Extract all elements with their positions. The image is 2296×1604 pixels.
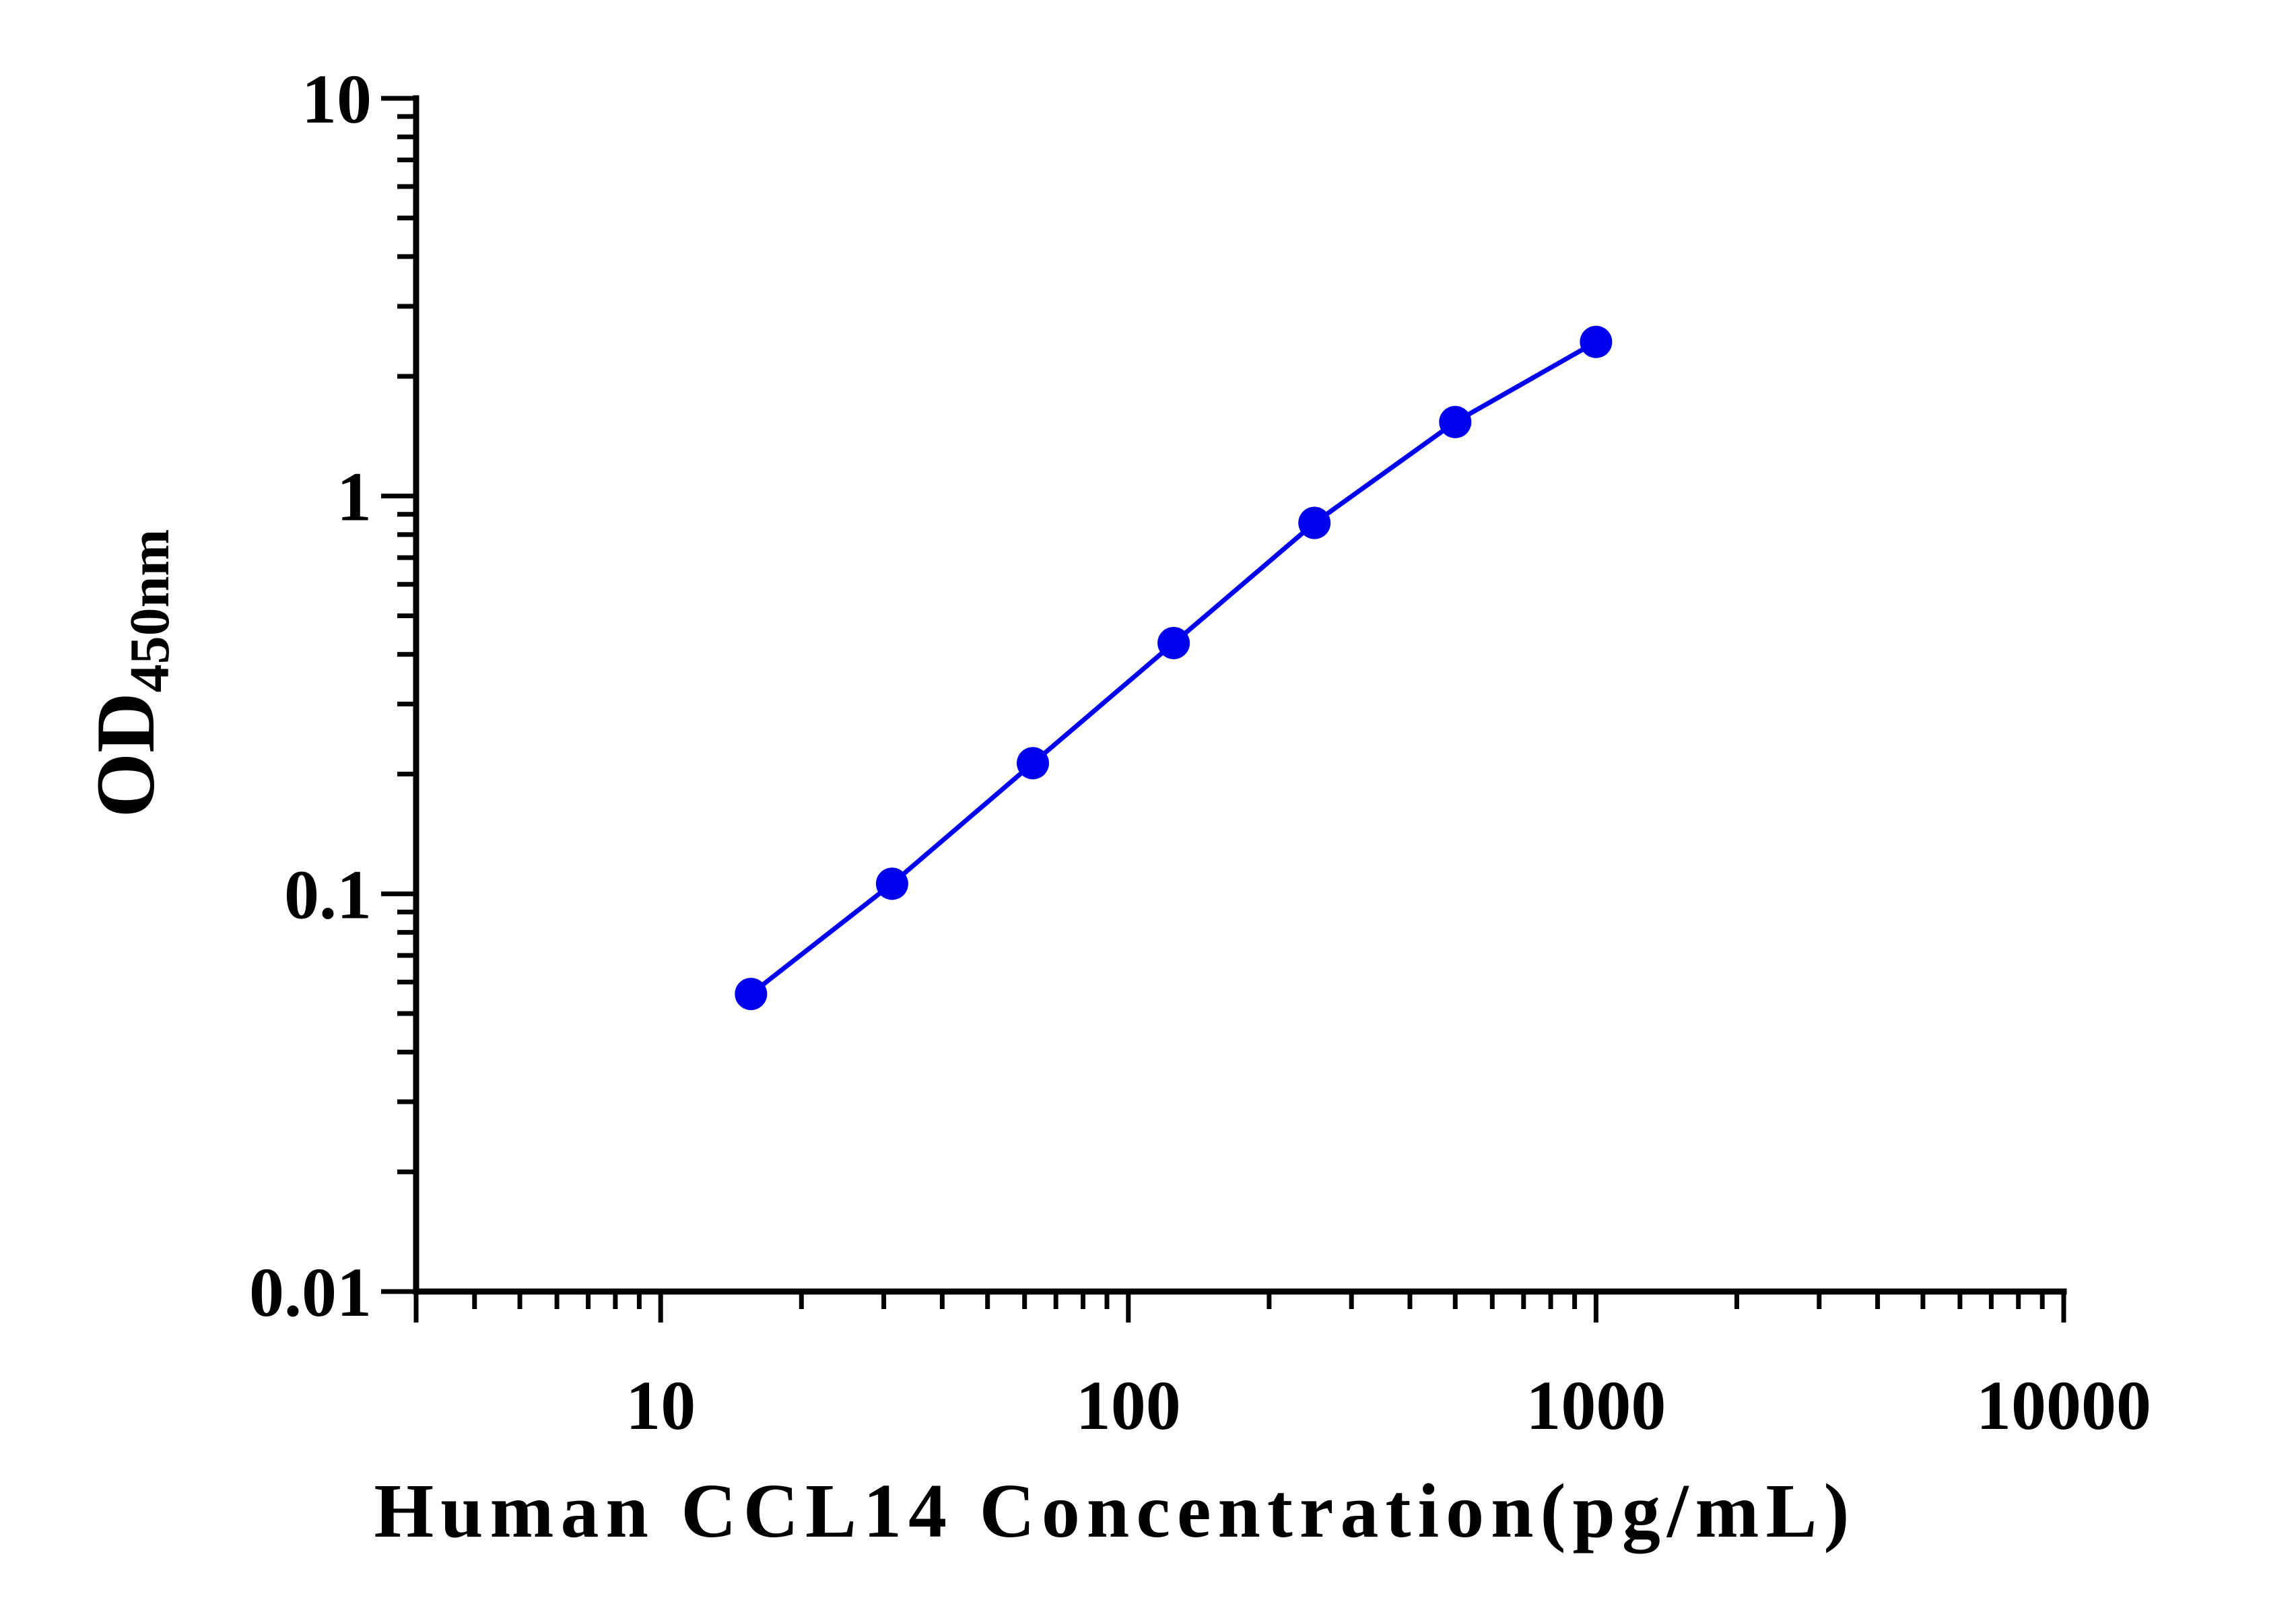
data-point <box>735 978 768 1011</box>
y-tick-label: 0.1 <box>284 856 372 933</box>
data-point <box>1017 747 1050 780</box>
data-point <box>1580 325 1613 358</box>
series-layer <box>735 325 1613 1011</box>
x-tick-label: 10 <box>626 1367 696 1444</box>
data-point <box>875 867 908 900</box>
data-point <box>1298 506 1331 539</box>
y-axis-title: OD450nm <box>79 529 181 818</box>
series-line <box>749 339 1598 996</box>
x-tick-label: 100 <box>1076 1367 1181 1444</box>
y-tick-label: 0.01 <box>249 1254 372 1331</box>
x-tick-label: 10000 <box>1976 1367 2151 1444</box>
y-axis-title-subscript: 450nm <box>119 529 181 693</box>
tick-labels-layer: 10 100 1000 10000 0.01 0.1 1 10 <box>249 61 2151 1444</box>
y-tick-label: 1 <box>337 459 372 536</box>
y-tick-label: 10 <box>302 61 372 138</box>
y-axis-title-main: OD <box>79 692 172 817</box>
x-tick-label: 1000 <box>1526 1367 1666 1444</box>
data-point <box>1439 405 1472 438</box>
x-axis-title: Human CCL14 Concentration(pg/mL) <box>374 1468 1856 1553</box>
axes-layer <box>413 95 2067 1295</box>
ticks-layer <box>381 96 2066 1323</box>
data-point <box>1157 626 1190 659</box>
